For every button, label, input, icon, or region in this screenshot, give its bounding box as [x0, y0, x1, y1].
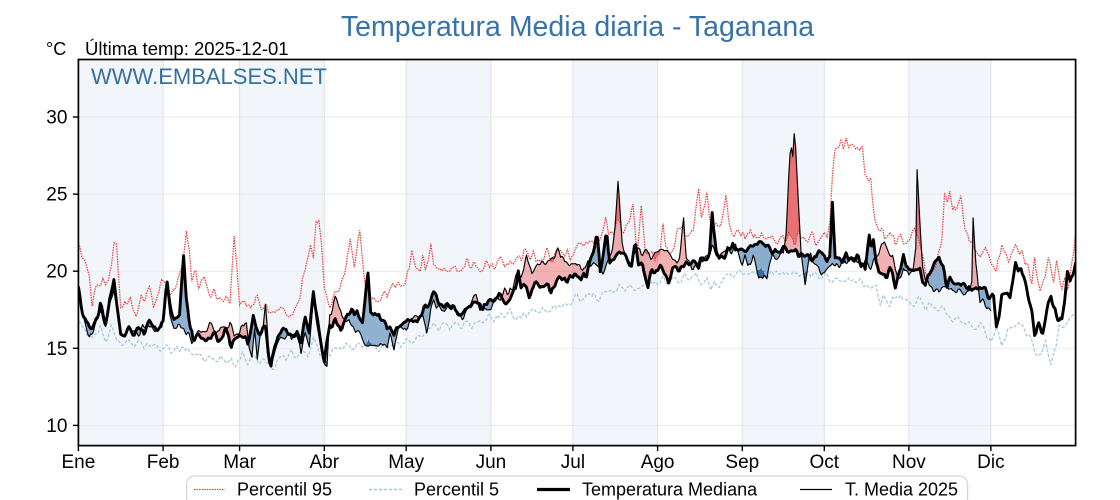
svg-text:WWW.EMBALSES.NET: WWW.EMBALSES.NET — [91, 64, 327, 89]
svg-text:Percentil 5: Percentil 5 — [414, 480, 499, 500]
svg-text:°C: °C — [46, 39, 66, 59]
svg-text:Feb: Feb — [147, 452, 180, 473]
svg-text:25: 25 — [46, 185, 67, 206]
svg-text:Oct: Oct — [810, 452, 840, 473]
svg-text:10: 10 — [46, 416, 67, 437]
svg-text:Abr: Abr — [310, 452, 340, 473]
svg-text:May: May — [388, 452, 424, 473]
svg-text:Ago: Ago — [641, 452, 675, 473]
svg-text:20: 20 — [46, 262, 67, 283]
svg-text:Temperatura Mediana: Temperatura Mediana — [582, 480, 758, 500]
svg-text:Jul: Jul — [561, 452, 585, 473]
svg-text:T. Media 2025: T. Media 2025 — [845, 480, 958, 500]
svg-text:Dic: Dic — [977, 452, 1004, 473]
svg-text:Jun: Jun — [476, 452, 507, 473]
svg-text:Temperatura Media diaria - Tag: Temperatura Media diaria - Taganana — [341, 11, 814, 43]
svg-text:Sep: Sep — [725, 452, 759, 473]
svg-text:30: 30 — [46, 108, 67, 129]
svg-text:15: 15 — [46, 339, 67, 360]
svg-text:Nov: Nov — [892, 452, 926, 473]
svg-text:Ene: Ene — [61, 452, 95, 473]
svg-text:Percentil 95: Percentil 95 — [237, 480, 332, 500]
svg-text:Mar: Mar — [223, 452, 256, 473]
svg-text:Última temp: 2025-12-01: Última temp: 2025-12-01 — [85, 38, 289, 59]
